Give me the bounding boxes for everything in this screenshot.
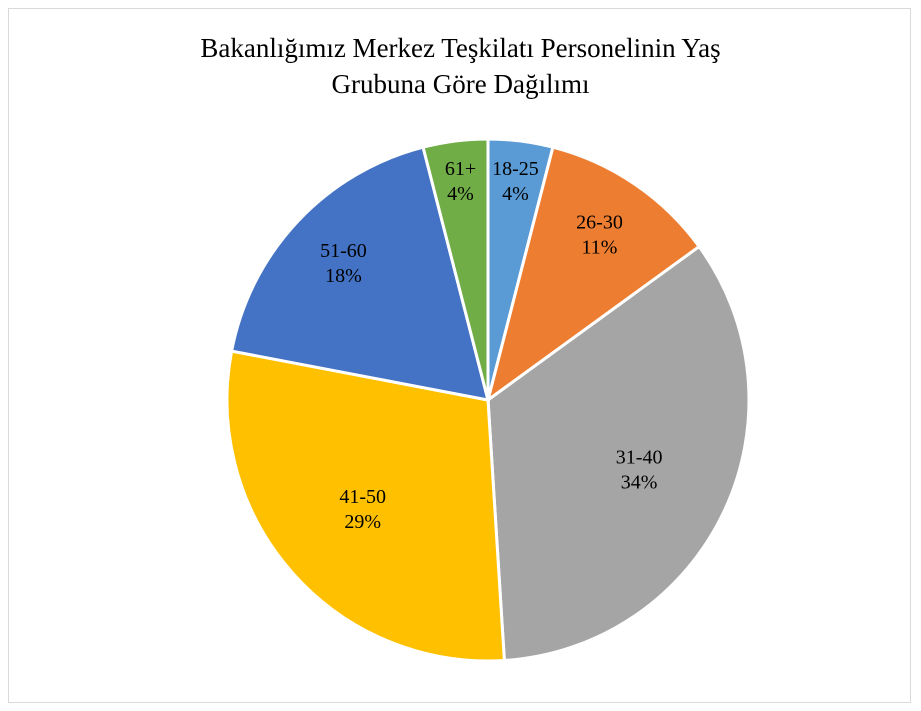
chart-title: Bakanlığımız Merkez Teşkilatı Personelin… [200,33,721,99]
pie-slice [485,145,702,404]
slice-value-label: 29% [344,511,381,533]
slice-category-label: 61+ [445,158,476,180]
slice-value-label: 4% [502,183,529,205]
slice-category-label: 31-40 [616,447,663,469]
slice-value-label: 34% [621,472,658,494]
slice-value-label: 11% [582,237,618,259]
slice-category-label: 41-50 [339,486,386,508]
slice-category-label: 51-60 [320,240,367,262]
chart-frame [8,8,911,703]
slice-category-label: 26-30 [576,212,623,234]
slice-category-label: 18-25 [492,158,539,180]
slice-value-label: 4% [447,183,474,205]
pie-slice [225,349,506,663]
pie-slice [486,244,751,663]
slice-value-label: 18% [325,265,362,287]
pie-slice [421,137,490,401]
pie-slice [229,145,491,402]
